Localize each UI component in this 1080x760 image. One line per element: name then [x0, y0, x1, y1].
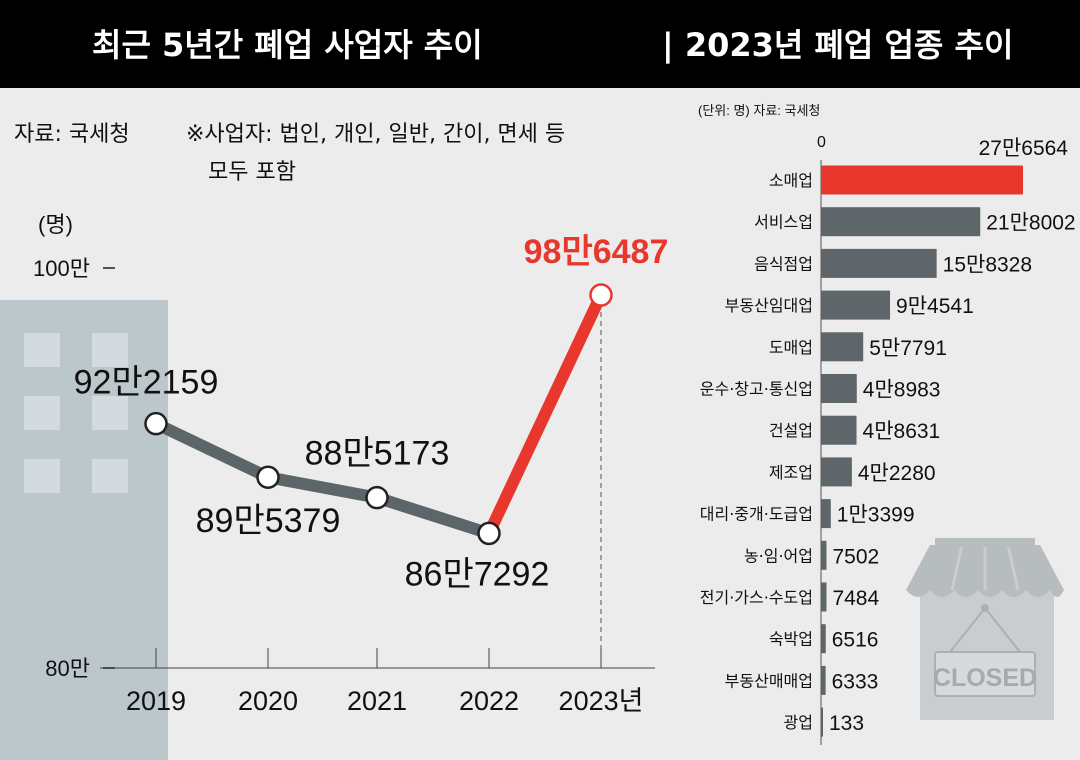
bar — [821, 499, 831, 529]
bar-value-label: 7484 — [832, 587, 879, 610]
bar — [821, 207, 981, 237]
bar-value-label: 7502 — [832, 545, 879, 568]
bar-category-label: 부동산매매업 — [725, 671, 813, 690]
data-label: 89만5379 — [196, 502, 341, 540]
bar-category-label: 음식점업 — [754, 254, 813, 273]
bar — [821, 457, 852, 487]
data-point — [365, 485, 389, 510]
closed-sign-text: CLOSED — [933, 664, 1037, 692]
bar — [821, 582, 827, 612]
bar-category-label: 제조업 — [769, 463, 813, 482]
bar — [821, 624, 826, 654]
bar — [821, 290, 891, 320]
data-point — [144, 411, 168, 436]
y-tick-label: 80만 — [45, 656, 90, 681]
y-unit-label: (명) — [38, 212, 73, 237]
bar — [821, 165, 1023, 195]
bar-value-label: 133 — [829, 712, 864, 735]
closed-shop-illustration: CLOSED — [906, 538, 1064, 720]
bar-category-label: 도매업 — [769, 338, 813, 357]
chart-panel: CLOSED 100만 80만 2019 2020 2021 2022 2023년 92만21… — [0, 88, 1080, 760]
data-label: 88만5173 — [305, 435, 450, 473]
bar — [821, 248, 937, 278]
note-line-2: 모두 포함 — [208, 160, 296, 185]
data-label: 98만6487 — [524, 233, 669, 271]
bar-value-label: 4만8983 — [863, 379, 941, 402]
bar-value-label: 5만7791 — [869, 337, 947, 360]
bar-category-label: 건설업 — [769, 421, 813, 440]
right-unit-source: (단위: 명) 자료: 국세청 — [698, 103, 820, 118]
bar — [821, 415, 857, 445]
right-chart-title: | 2023년 폐업 업종 추이 — [662, 26, 1014, 64]
bar-category-label: 광업 — [784, 713, 813, 732]
bar-category-label: 전기·가스·수도업 — [700, 588, 813, 607]
highlight-line — [483, 289, 607, 540]
note-line-1: ※사업자: 법인, 개인, 일반, 간이, 면세 등 — [186, 122, 566, 147]
x-tick-label: 2020 — [238, 686, 298, 716]
data-point — [256, 465, 280, 489]
x-tick-label: 2023년 — [559, 686, 644, 716]
series-line — [150, 417, 495, 540]
data-point — [589, 283, 613, 307]
bar-zero-label: 0 — [817, 134, 826, 151]
bar-value-label: 6333 — [832, 670, 879, 693]
bar-value-label: 21만8002 — [986, 212, 1075, 235]
header-bar: 최근 5년간 폐업 사업자 추이 | 2023년 폐업 업종 추이 — [0, 0, 1080, 88]
bar-category-label: 운수·창고·통신업 — [700, 380, 813, 399]
chart-canvas: CLOSED 100만 80만 2019 2020 2021 2022 2023년 92만21… — [0, 103, 1076, 760]
left-chart-title: 최근 5년간 폐업 사업자 추이 — [92, 26, 483, 64]
bar-value-label: 27만6564 — [979, 137, 1069, 160]
bar-category-label: 숙박업 — [769, 630, 813, 649]
bar — [821, 540, 827, 570]
data-label: 86만7292 — [405, 555, 550, 593]
building-illustration — [0, 300, 168, 760]
bar-category-label: 부동산임대업 — [725, 296, 813, 315]
bar — [821, 707, 823, 737]
bar — [821, 374, 857, 403]
bar-category-label: 서비스업 — [754, 213, 813, 232]
data-label: 92만2159 — [74, 364, 219, 402]
bar-category-label: 소매업 — [769, 171, 813, 190]
bar-chart: 소매업 27만6564 서비스업 21만8002 음식점업 15만8328 부동산임대업 9만… — [700, 137, 1076, 737]
bar — [821, 665, 826, 695]
x-tick-label: 2022 — [459, 686, 519, 716]
bar — [821, 332, 864, 362]
bar-value-label: 4만2280 — [858, 462, 936, 485]
bar-value-label: 1만3399 — [837, 504, 915, 527]
line-chart: 100만 80만 2019 2020 2021 2022 2023년 92만2159 89만53… — [33, 233, 668, 716]
bar-value-label: 6516 — [832, 629, 879, 652]
bar-value-label: 4만8631 — [863, 420, 941, 443]
bar-value-label: 9만4541 — [896, 295, 974, 318]
data-point — [477, 521, 501, 546]
x-tick-label: 2019 — [126, 686, 186, 716]
bar-value-label: 15만8328 — [943, 253, 1032, 276]
x-tick-label: 2021 — [347, 686, 407, 716]
source-label: 자료: 국세청 — [14, 122, 130, 147]
bar-category-label: 농·임·어업 — [744, 546, 813, 565]
y-tick-label: 100만 — [33, 256, 90, 281]
bar-category-label: 대리·중개·도급업 — [700, 505, 813, 524]
